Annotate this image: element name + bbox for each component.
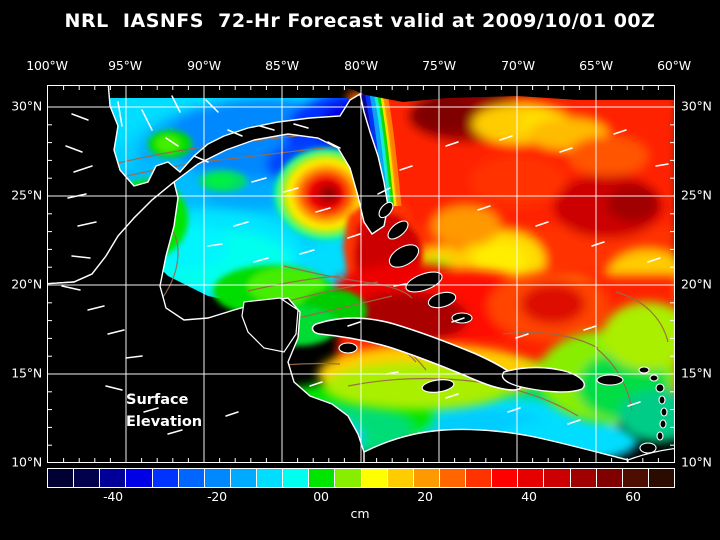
colorbar-swatch-21 — [596, 469, 623, 487]
colorbar-tick--20: -20 — [207, 489, 227, 504]
colorbar-swatch-13 — [387, 469, 414, 487]
lon-tick-65w: 65°W — [579, 58, 613, 73]
lat-tick-right-15n: 15°N — [681, 365, 712, 381]
lon-tick-70w: 70°W — [501, 58, 535, 73]
colorbar-swatch-17 — [492, 469, 519, 487]
lon-tick-90w: 90°W — [187, 58, 221, 73]
colorbar-tick--40: -40 — [103, 489, 123, 504]
current-vectors — [61, 95, 669, 435]
colorbar-tick-20: 20 — [417, 489, 433, 504]
lat-tick-left-25n: 25°N — [11, 187, 42, 203]
colorbar-swatch-15 — [439, 469, 466, 487]
colorbar-tick-60: 60 — [625, 489, 641, 504]
colorbar-swatch-11 — [335, 469, 362, 487]
colorbar-swatch-19 — [544, 469, 571, 487]
lon-tick-75w: 75°W — [422, 58, 456, 73]
colorbar-swatch-6 — [204, 469, 231, 487]
colorbar-swatch-18 — [518, 469, 545, 487]
lat-tick-right-20n: 20°N — [681, 276, 712, 292]
colorbar-swatch-4 — [152, 469, 179, 487]
colorbar-swatch-16 — [466, 469, 493, 487]
sea-surface-height-field — [48, 86, 674, 462]
lat-tick-left-30n: 30°N — [11, 98, 42, 114]
colorbar-swatch-20 — [570, 469, 597, 487]
colorbar-swatch-5 — [178, 469, 205, 487]
colorbar-swatch-9 — [283, 469, 310, 487]
map-plot-area[interactable]: Surface Elevation — [47, 85, 675, 463]
colorbar-swatch-0 — [48, 469, 75, 487]
lat-tick-left-10n: 10°N — [11, 454, 42, 470]
lat-tick-right-10n: 10°N — [681, 454, 712, 470]
figure-title: NRL IASNFS 72-Hr Forecast valid at 2009/… — [64, 10, 656, 32]
map-gridlines — [48, 86, 674, 462]
colorbar-swatch-23 — [648, 469, 674, 487]
colorbar-swatch-3 — [126, 469, 153, 487]
colorbar-tick-0: 00 — [313, 489, 329, 504]
colorbar-swatch-8 — [257, 469, 284, 487]
land-masses — [48, 86, 674, 462]
colorbar-swatch-7 — [230, 469, 257, 487]
colorbar-swatch-2 — [100, 469, 127, 487]
colorbar-swatch-22 — [622, 469, 649, 487]
lon-tick-100w: 100°W — [26, 58, 68, 73]
colorbar-swatch-14 — [413, 469, 440, 487]
lat-tick-right-25n: 25°N — [681, 187, 712, 203]
lon-tick-60w: 60°W — [657, 58, 691, 73]
colorbar-swatch-10 — [309, 469, 336, 487]
lon-tick-85w: 85°W — [265, 58, 299, 73]
colorbar[interactable] — [47, 468, 675, 488]
lon-tick-80w: 80°W — [344, 58, 378, 73]
atlantic-warm-field — [348, 90, 674, 392]
lat-tick-right-30n: 30°N — [681, 98, 712, 114]
colorbar-swatch-1 — [74, 469, 101, 487]
colorbar-tick-40: 40 — [521, 489, 537, 504]
colorbar-swatch-12 — [361, 469, 388, 487]
lat-tick-left-20n: 20°N — [11, 276, 42, 292]
minor-ticks — [48, 86, 674, 462]
lon-tick-95w: 95°W — [108, 58, 142, 73]
lat-tick-left-15n: 15°N — [11, 365, 42, 381]
colorbar-unit-label: cm — [350, 506, 370, 521]
loop-current-warm-ring — [274, 148, 378, 240]
